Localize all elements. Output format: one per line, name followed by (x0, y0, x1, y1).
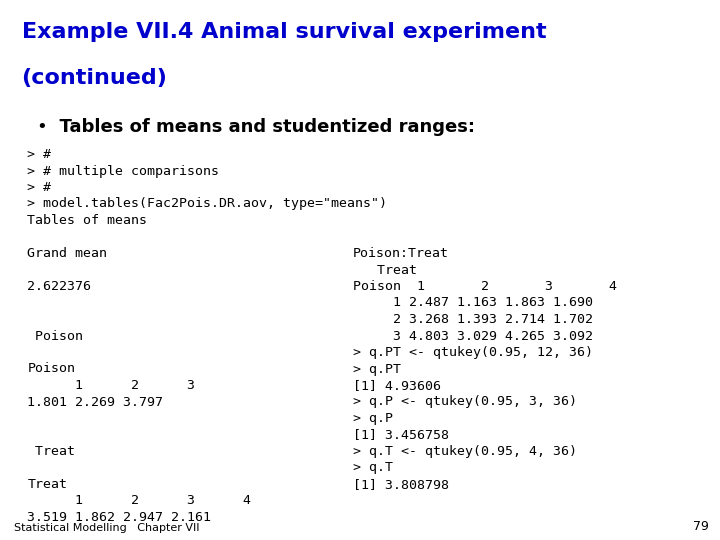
Text: 79: 79 (693, 520, 709, 533)
Text: > q.P: > q.P (353, 412, 393, 425)
Text: Grand mean: Grand mean (27, 247, 107, 260)
Text: •: • (36, 118, 47, 136)
Text: > # multiple comparisons: > # multiple comparisons (27, 165, 220, 178)
Text: Treat: Treat (353, 264, 417, 276)
Text: [1] 4.93606: [1] 4.93606 (353, 379, 441, 392)
Text: 1      2      3: 1 2 3 (27, 379, 195, 392)
Text: Poison: Poison (27, 362, 76, 375)
Text: > model.tables(Fac2Pois.DR.aov, type="means"): > model.tables(Fac2Pois.DR.aov, type="me… (27, 198, 387, 211)
Text: Tables of means: Tables of means (27, 214, 148, 227)
Text: 1 2.487 1.163 1.863 1.690: 1 2.487 1.163 1.863 1.690 (353, 296, 593, 309)
Text: (continued): (continued) (22, 68, 168, 88)
Text: Poison  1       2       3       4: Poison 1 2 3 4 (353, 280, 617, 293)
Text: [1] 3.808798: [1] 3.808798 (353, 478, 449, 491)
Text: Poison:Treat: Poison:Treat (353, 247, 449, 260)
Text: 1      2      3      4: 1 2 3 4 (27, 495, 251, 508)
Text: > q.PT <- qtukey(0.95, 12, 36): > q.PT <- qtukey(0.95, 12, 36) (353, 346, 593, 359)
Text: Poison: Poison (27, 329, 84, 342)
Text: 1.801 2.269 3.797: 1.801 2.269 3.797 (27, 395, 163, 408)
Text: > q.T <- qtukey(0.95, 4, 36): > q.T <- qtukey(0.95, 4, 36) (353, 445, 577, 458)
Text: > q.PT: > q.PT (353, 362, 401, 375)
Text: 2 3.268 1.393 2.714 1.702: 2 3.268 1.393 2.714 1.702 (353, 313, 593, 326)
Text: > q.T: > q.T (353, 462, 393, 475)
Text: Treat: Treat (27, 445, 76, 458)
Text: > q.P <- qtukey(0.95, 3, 36): > q.P <- qtukey(0.95, 3, 36) (353, 395, 577, 408)
Text: > #: > # (27, 181, 51, 194)
Text: Treat: Treat (27, 478, 68, 491)
Text: [1] 3.456758: [1] 3.456758 (353, 429, 449, 442)
Text: 3.519 1.862 2.947 2.161: 3.519 1.862 2.947 2.161 (27, 511, 212, 524)
Text: Statistical Modelling   Chapter VII: Statistical Modelling Chapter VII (14, 523, 200, 533)
Text: 2.622376: 2.622376 (27, 280, 91, 293)
Text: Example VII.4 Animal survival experiment: Example VII.4 Animal survival experiment (22, 22, 546, 42)
Text: > #: > # (27, 148, 51, 161)
Text: 3 4.803 3.029 4.265 3.092: 3 4.803 3.029 4.265 3.092 (353, 329, 593, 342)
Text: Tables of means and studentized ranges:: Tables of means and studentized ranges: (47, 118, 474, 136)
